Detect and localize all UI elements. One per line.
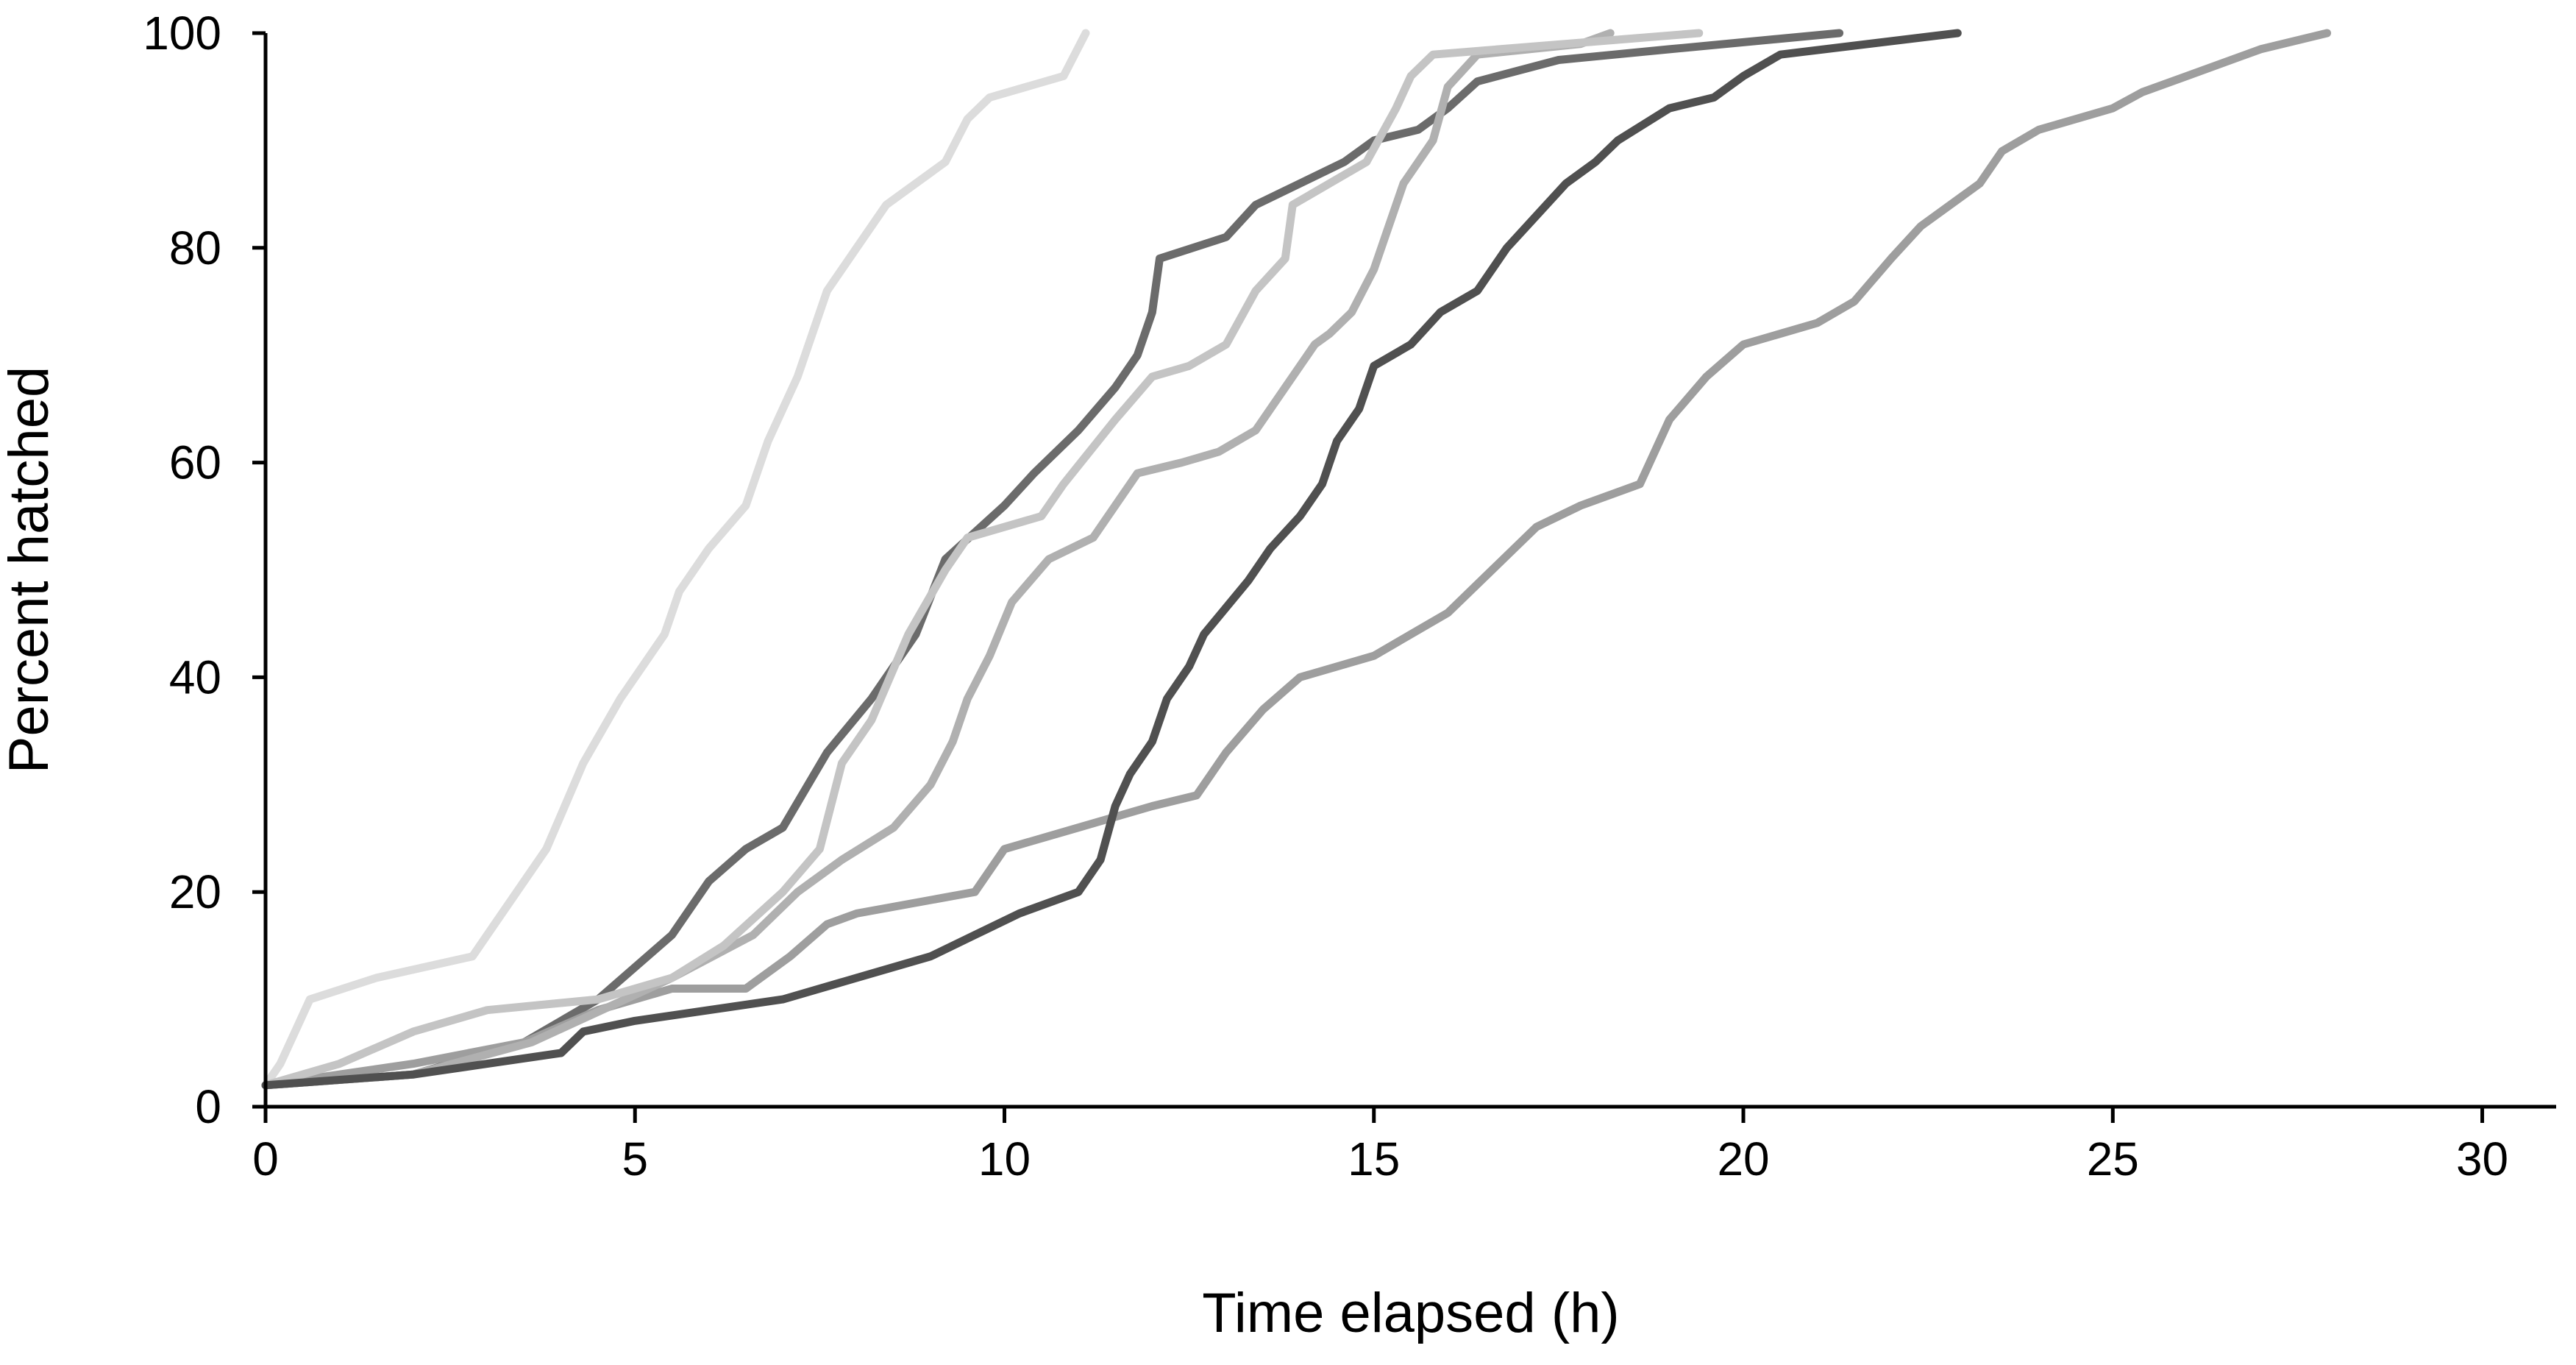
x-tick-label: 20 — [1717, 1132, 1769, 1185]
series-line-4 — [261, 29, 1615, 1090]
x-tick-label: 30 — [2456, 1132, 2508, 1185]
series-line-6 — [261, 29, 1962, 1090]
y-axis-title: Percent hatched — [0, 366, 60, 774]
y-tick-label: 100 — [143, 7, 221, 60]
y-tick-label: 80 — [169, 221, 221, 274]
series-line-2 — [261, 29, 1844, 1090]
y-tick-label: 0 — [195, 1080, 221, 1133]
series-line-5 — [261, 29, 1704, 1090]
y-tick-label: 40 — [169, 650, 221, 703]
y-tick-label: 20 — [169, 865, 221, 918]
x-tick-label: 10 — [978, 1132, 1031, 1185]
x-tick-label: 15 — [1348, 1132, 1400, 1185]
x-tick-label: 5 — [622, 1132, 648, 1185]
series-line-3 — [261, 29, 2332, 1090]
x-tick-label: 25 — [2087, 1132, 2139, 1185]
series-layer — [261, 29, 2332, 1090]
series-line-1 — [261, 29, 1090, 1090]
y-tick-label: 60 — [169, 436, 221, 489]
tick-layer: 0 5 10 15 20 25 30 0 20 40 60 80 100 — [143, 7, 2508, 1185]
x-tick-label: 0 — [252, 1132, 279, 1185]
x-axis-title: Time elapsed (h) — [1202, 1282, 1619, 1344]
